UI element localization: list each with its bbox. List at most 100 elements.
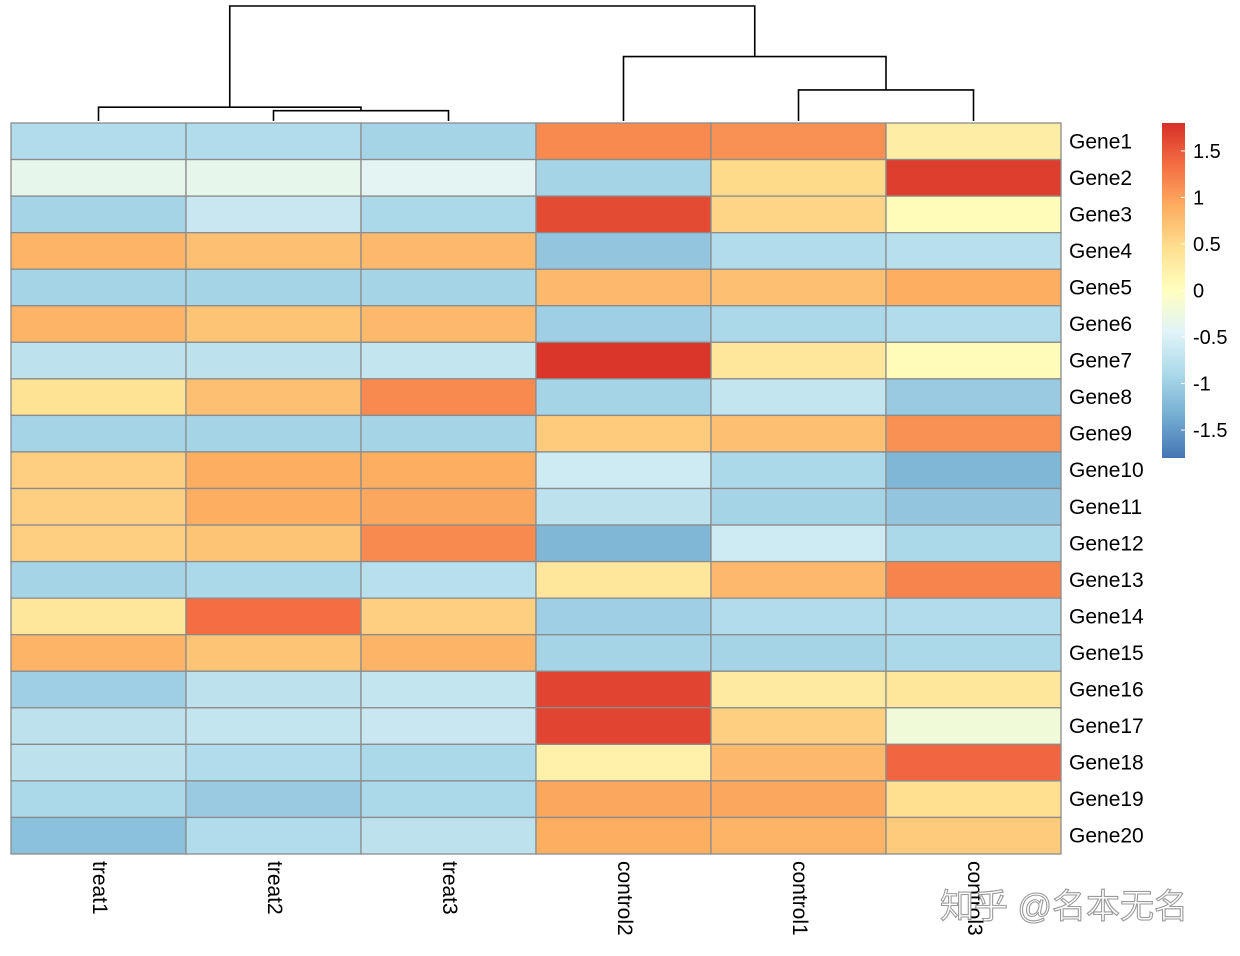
row-label: Gene12 xyxy=(1069,532,1144,555)
color-legend: 1.5 1 0.5 0 -0.5 -1 -1.5 xyxy=(1162,123,1227,458)
heatmap-cell xyxy=(885,414,1062,453)
heatmap-cell xyxy=(885,305,1062,343)
heatmap-cell xyxy=(710,451,887,490)
heatmap-cell xyxy=(360,414,537,453)
color-scale-tick-label: 0 xyxy=(1193,281,1204,303)
heatmap-cell xyxy=(10,524,187,563)
heatmap-cell xyxy=(535,268,712,307)
dendrogram-branch xyxy=(228,5,756,108)
heatmap-cell xyxy=(710,597,887,636)
heatmap-cell xyxy=(10,560,187,599)
heatmap-cell xyxy=(885,707,1062,745)
heatmap-cell xyxy=(710,634,887,672)
heatmap-cell xyxy=(360,743,537,782)
heatmap-cell xyxy=(885,634,1062,672)
row-label: Gene5 xyxy=(1069,276,1132,299)
row-label: Gene2 xyxy=(1069,167,1132,190)
heatmap-cell xyxy=(185,268,362,307)
heatmap-cell xyxy=(185,414,362,453)
column-label: control1 xyxy=(788,861,811,936)
heatmap-cell xyxy=(710,816,887,855)
heatmap-cell xyxy=(885,158,1062,197)
heatmap-cell xyxy=(185,634,362,672)
watermark-text: 知乎 @名本无名 xyxy=(940,888,1188,926)
heatmap-cell xyxy=(10,158,187,197)
row-label: Gene19 xyxy=(1069,788,1144,811)
heatmap-cell xyxy=(185,341,362,380)
column-dendrogram xyxy=(97,5,975,121)
heatmap-cell xyxy=(360,341,537,380)
color-scale-tick-label: -0.5 xyxy=(1193,327,1227,349)
heatmap-cell xyxy=(885,195,1062,234)
heatmap-cell xyxy=(360,670,537,709)
heatmap-cell xyxy=(885,524,1062,563)
column-label: treat1 xyxy=(88,861,111,915)
column-label: treat3 xyxy=(438,861,461,915)
dendrogram-branch xyxy=(622,55,887,121)
heatmap-cell xyxy=(710,341,887,380)
heatmap-cell xyxy=(185,780,362,819)
heatmap-cell xyxy=(360,231,537,270)
heatmap-cells xyxy=(10,122,1062,855)
heatmap-cell xyxy=(360,268,537,307)
column-labels: treat1 treat2 treat3 control2 control1 contro… xyxy=(88,861,986,936)
heatmap-cell xyxy=(885,378,1062,417)
heatmap-cell xyxy=(185,195,362,234)
heatmap-cell xyxy=(10,780,187,819)
heatmap-cell xyxy=(885,670,1062,709)
row-label: Gene20 xyxy=(1069,825,1144,848)
heatmap-cell xyxy=(360,122,537,161)
heatmap-cell xyxy=(710,670,887,709)
heatmap-cell xyxy=(185,451,362,490)
heatmap-cell xyxy=(885,341,1062,380)
heatmap-cell xyxy=(885,597,1062,636)
heatmap-cell xyxy=(535,158,712,197)
heatmap-cell xyxy=(535,597,712,636)
heatmap-cell xyxy=(710,305,887,343)
heatmap-cell xyxy=(360,816,537,855)
heatmap-cell xyxy=(710,780,887,819)
heatmap-cell xyxy=(710,414,887,453)
row-label: Gene18 xyxy=(1069,752,1144,775)
heatmap-cell xyxy=(885,780,1062,819)
heatmap-cell xyxy=(185,378,362,417)
heatmap-cell xyxy=(360,158,537,197)
heatmap-cell xyxy=(360,487,537,526)
row-label: Gene8 xyxy=(1069,386,1132,409)
row-label: Gene7 xyxy=(1069,350,1132,373)
row-label: Gene14 xyxy=(1069,605,1144,628)
heatmap-cell xyxy=(10,341,187,380)
heatmap-cell xyxy=(710,378,887,417)
heatmap-cell xyxy=(10,268,187,307)
heatmap-cell xyxy=(710,122,887,161)
heatmap-cell xyxy=(185,487,362,526)
color-scale-tick-label: 0.5 xyxy=(1193,234,1221,256)
heatmap-cell xyxy=(710,231,887,270)
heatmap-cell xyxy=(10,195,187,234)
heatmap-cell xyxy=(360,780,537,819)
heatmap-cell xyxy=(360,634,537,672)
heatmap-cell xyxy=(10,670,187,709)
heatmap-cell xyxy=(360,305,537,343)
heatmap-cell xyxy=(360,597,537,636)
heatmap-cell xyxy=(885,451,1062,490)
heatmap-cell xyxy=(535,780,712,819)
heatmap-cell xyxy=(10,634,187,672)
heatmap-cell xyxy=(535,487,712,526)
color-scale-bar xyxy=(1162,123,1185,458)
row-label: Gene11 xyxy=(1069,496,1142,519)
heatmap-cell xyxy=(360,195,537,234)
heatmap-cell xyxy=(185,524,362,563)
heatmap-cell xyxy=(360,524,537,563)
heatmap-cell xyxy=(185,670,362,709)
row-label: Gene10 xyxy=(1069,459,1144,482)
heatmap-cell xyxy=(10,414,187,453)
heatmap-cell xyxy=(710,524,887,563)
heatmap-cell xyxy=(535,707,712,745)
heatmap-cell xyxy=(10,231,187,270)
heatmap-cell xyxy=(535,305,712,343)
heatmap-cell xyxy=(10,451,187,490)
heatmap-cell xyxy=(710,268,887,307)
heatmap-cell xyxy=(710,707,887,745)
